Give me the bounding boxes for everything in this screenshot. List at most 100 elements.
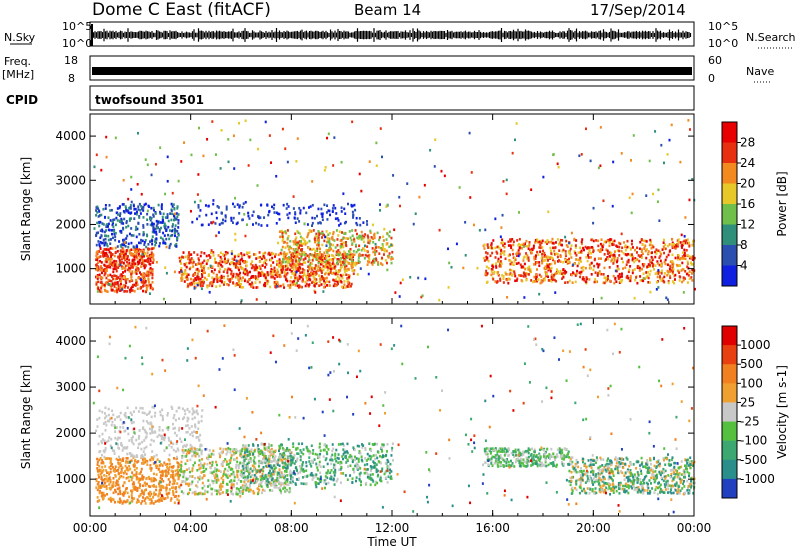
heatmap-cell: [171, 205, 174, 208]
heatmap-cell: [218, 284, 221, 288]
heatmap-cell: [564, 250, 567, 253]
heatmap-cell: [556, 162, 559, 166]
heatmap-cell: [303, 268, 306, 272]
heatmap-cell: [328, 231, 331, 235]
heatmap-cell: [462, 266, 465, 270]
heatmap-cell: [351, 254, 354, 257]
heatmap-cell: [176, 229, 179, 233]
heatmap-cell: [127, 197, 130, 201]
heatmap-cell: [331, 207, 334, 210]
heatmap-cell: [314, 265, 317, 269]
heatmap-cell: [108, 279, 111, 283]
heatmap-cell: [343, 250, 346, 253]
heatmap-cell: [172, 427, 175, 430]
heatmap-cell: [124, 284, 127, 288]
heatmap-cell: [111, 409, 114, 413]
heatmap-cell: [154, 243, 157, 247]
heatmap-cell: [340, 263, 343, 266]
heatmap-cell: [273, 203, 276, 207]
heatmap-cell: [116, 219, 119, 222]
heatmap-cell: [517, 254, 520, 258]
heatmap-cell: [115, 261, 118, 265]
heatmap-cell: [368, 160, 371, 163]
heatmap-cell: [354, 229, 357, 232]
heatmap-cell: [268, 210, 271, 214]
heatmap-cell: [298, 265, 301, 269]
heatmap-cell: [287, 256, 290, 259]
heatmap-cell: [357, 237, 360, 241]
heatmap-cell: [137, 252, 140, 256]
heatmap-cell: [505, 192, 508, 196]
heatmap-cell: [279, 481, 282, 485]
heatmap-cell: [686, 253, 689, 257]
heatmap-cell: [530, 251, 533, 255]
heatmap-cell: [180, 273, 183, 277]
heatmap-cell: [603, 252, 606, 256]
heatmap-cell: [150, 251, 153, 255]
heatmap-cell: [691, 244, 694, 247]
heatmap-cell: [339, 260, 342, 263]
heatmap-cell: [104, 237, 107, 241]
heatmap-cell: [283, 270, 286, 274]
heatmap-cell: [150, 247, 153, 251]
heatmap-cell: [613, 250, 616, 253]
heatmap-cell: [297, 263, 300, 266]
heatmap-cell: [126, 286, 129, 289]
heatmap-cell: [223, 268, 226, 271]
heatmap-cell: [268, 134, 271, 137]
heatmap-cell: [150, 467, 153, 470]
heatmap-cell: [301, 271, 304, 274]
heatmap-cell: [322, 277, 325, 280]
heatmap-cell: [636, 281, 639, 285]
heatmap-cell: [377, 245, 380, 249]
heatmap-cell: [100, 271, 103, 275]
heatmap-cell: [588, 263, 591, 267]
heatmap-cell: [520, 246, 523, 250]
heatmap-cell: [152, 253, 155, 256]
heatmap-cell: [551, 278, 554, 281]
heatmap-cell: [357, 248, 360, 252]
heatmap-cell: [485, 258, 488, 261]
heatmap-cell: [182, 256, 185, 259]
heatmap-cell: [201, 275, 204, 279]
y-axis-label: Slant Range [km]: [19, 157, 33, 261]
heatmap-cell: [344, 232, 347, 236]
heatmap-cell: [680, 269, 683, 272]
heatmap-cell: [660, 271, 663, 275]
heatmap-cell: [110, 498, 113, 501]
heatmap-cell: [114, 484, 117, 488]
heatmap-cell: [98, 244, 101, 248]
heatmap-cell: [320, 253, 323, 256]
heatmap-cell: [532, 246, 535, 250]
heatmap-cell: [176, 498, 179, 501]
heatmap-cell: [692, 270, 695, 273]
heatmap-cell: [533, 263, 536, 266]
heatmap-cell: [565, 239, 568, 243]
heatmap-cell: [656, 275, 659, 279]
heatmap-cell: [318, 232, 321, 236]
heatmap-cell: [641, 267, 644, 271]
heatmap-cell: [191, 220, 194, 224]
heatmap-cell: [296, 284, 299, 288]
heatmap-cell: [582, 269, 585, 272]
heatmap-cell: [182, 251, 185, 254]
heatmap-cell: [100, 441, 103, 445]
heatmap-cell: [637, 254, 640, 257]
heatmap-cell: [613, 258, 616, 262]
heatmap-cell: [359, 267, 362, 270]
heatmap-cell: [122, 277, 125, 281]
heatmap-cell: [155, 466, 158, 470]
heatmap-cell: [558, 249, 561, 252]
heatmap-cell: [357, 256, 360, 259]
heatmap-cell: [135, 438, 138, 442]
heatmap-cell: [145, 288, 148, 292]
heatmap-cell: [283, 286, 286, 289]
heatmap-cell: [623, 241, 626, 244]
heatmap-cell: [382, 245, 385, 249]
heatmap-cell: [168, 444, 171, 447]
heatmap-cell: [165, 486, 168, 490]
heatmap-cell: [181, 255, 184, 259]
heatmap-cell: [547, 240, 550, 244]
heatmap-cell: [281, 258, 284, 261]
heatmap-cell: [130, 437, 133, 440]
